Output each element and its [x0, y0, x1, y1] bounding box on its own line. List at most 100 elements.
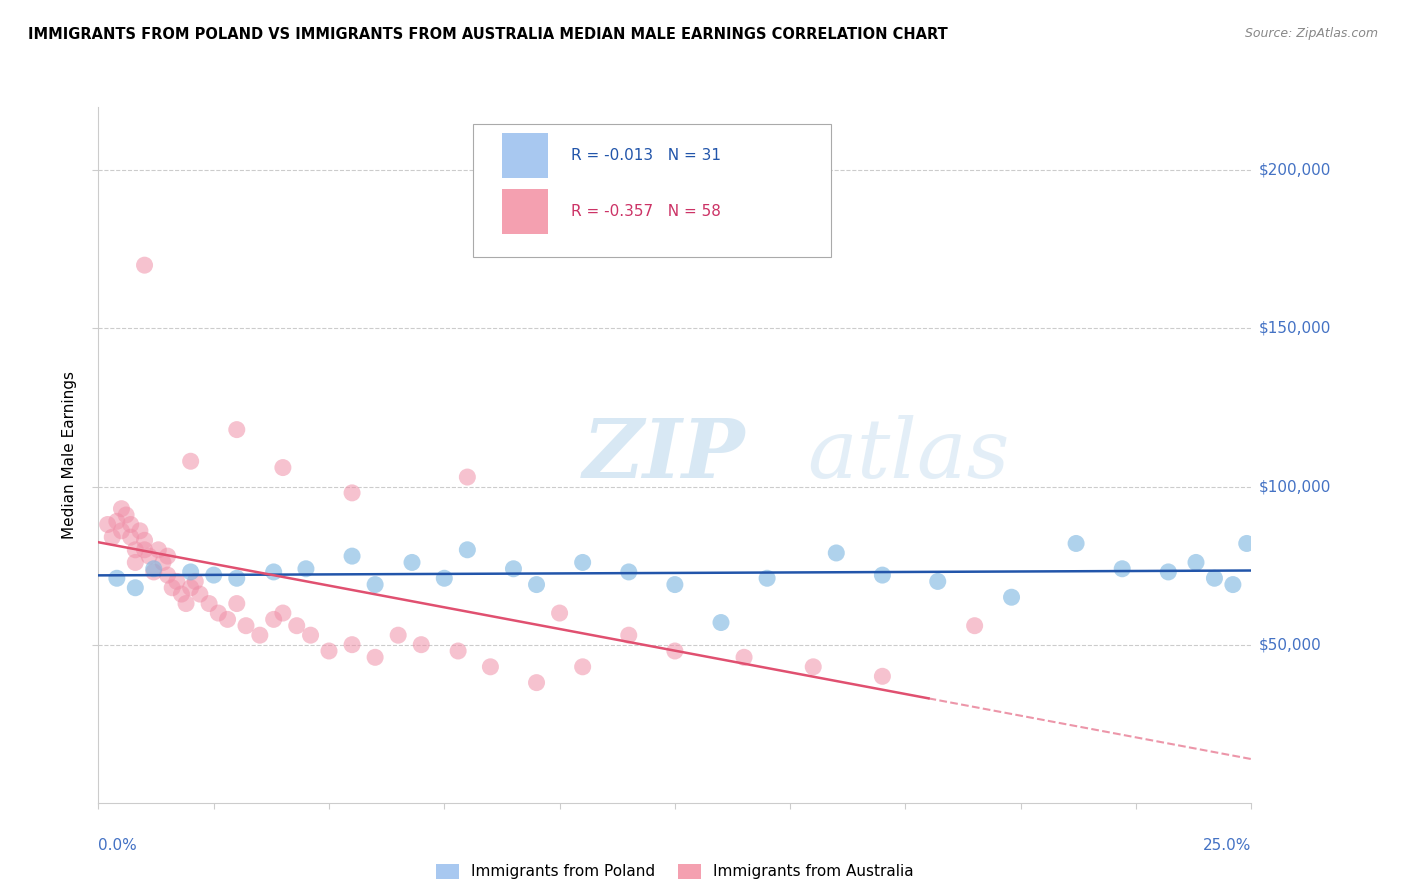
Point [184, 574, 207, 589]
Point [166, 574, 188, 589]
Point [225, 423, 247, 437]
Point [129, 524, 152, 538]
Text: Source: ZipAtlas.com: Source: ZipAtlas.com [1244, 27, 1378, 40]
Point [105, 514, 128, 528]
Point [271, 606, 294, 620]
Point [217, 612, 239, 626]
Point [225, 597, 247, 611]
Point [364, 577, 387, 591]
Point [318, 644, 340, 658]
Text: IMMIGRANTS FROM POLAND VS IMMIGRANTS FROM AUSTRALIA MEDIAN MALE EARNINGS CORRELA: IMMIGRANTS FROM POLAND VS IMMIGRANTS FRO… [28, 27, 948, 42]
Point [120, 530, 142, 544]
Point [456, 470, 478, 484]
Y-axis label: Median Male Earnings: Median Male Earnings [62, 371, 77, 539]
Point [340, 638, 363, 652]
Point [148, 542, 170, 557]
Point [617, 628, 640, 642]
Point [207, 606, 229, 620]
Text: $50,000: $50,000 [1258, 637, 1322, 652]
Point [1236, 536, 1258, 550]
Point [447, 644, 470, 658]
Point [152, 556, 174, 570]
Point [801, 660, 824, 674]
Point [299, 628, 322, 642]
Point [571, 556, 593, 570]
FancyBboxPatch shape [502, 189, 548, 234]
Point [124, 581, 146, 595]
Point [756, 571, 779, 585]
Point [180, 454, 202, 468]
Point [1064, 536, 1087, 550]
Point [142, 565, 165, 579]
Point [617, 565, 640, 579]
Text: atlas: atlas [807, 415, 1010, 495]
Text: R = -0.357   N = 58: R = -0.357 N = 58 [571, 204, 721, 219]
Point [97, 517, 120, 532]
Point [1157, 565, 1180, 579]
Point [156, 568, 179, 582]
Point [526, 577, 548, 591]
FancyBboxPatch shape [502, 133, 548, 178]
Point [1111, 562, 1133, 576]
Point [456, 542, 478, 557]
Point [927, 574, 949, 589]
Text: $100,000: $100,000 [1258, 479, 1330, 494]
Point [249, 628, 271, 642]
Point [235, 618, 257, 632]
Point [142, 562, 165, 576]
Point [134, 533, 156, 548]
Point [202, 568, 225, 582]
Point [872, 568, 894, 582]
Point [479, 660, 502, 674]
Point [115, 508, 138, 522]
Point [174, 597, 197, 611]
Point [110, 501, 132, 516]
Point [548, 606, 571, 620]
Point [387, 628, 409, 642]
Text: 25.0%: 25.0% [1204, 838, 1251, 854]
Point [401, 556, 423, 570]
Point [433, 571, 456, 585]
Text: $200,000: $200,000 [1258, 163, 1330, 178]
Point [138, 549, 160, 563]
Point [295, 562, 318, 576]
Point [101, 530, 124, 544]
FancyBboxPatch shape [472, 124, 831, 257]
Legend: Immigrants from Poland, Immigrants from Australia: Immigrants from Poland, Immigrants from … [430, 857, 920, 886]
Text: ZIP: ZIP [582, 415, 745, 495]
Point [263, 612, 285, 626]
Point [1222, 577, 1244, 591]
Text: R = -0.013   N = 31: R = -0.013 N = 31 [571, 148, 721, 163]
Point [120, 517, 142, 532]
Point [340, 486, 363, 500]
Point [710, 615, 733, 630]
Point [156, 549, 179, 563]
Point [160, 581, 183, 595]
Point [733, 650, 755, 665]
Point [1185, 556, 1208, 570]
Point [872, 669, 894, 683]
Point [571, 660, 593, 674]
Text: $150,000: $150,000 [1258, 321, 1330, 336]
Point [134, 258, 156, 272]
Point [664, 644, 686, 658]
Point [825, 546, 848, 560]
Point [105, 571, 128, 585]
Point [526, 675, 548, 690]
Point [110, 524, 132, 538]
Point [664, 577, 686, 591]
Point [1000, 591, 1022, 605]
Point [271, 460, 294, 475]
Text: 0.0%: 0.0% [98, 838, 138, 854]
Point [225, 571, 247, 585]
Point [124, 542, 146, 557]
Point [285, 618, 308, 632]
Point [411, 638, 433, 652]
Point [1204, 571, 1226, 585]
Point [364, 650, 387, 665]
Point [188, 587, 211, 601]
Point [963, 618, 986, 632]
Point [170, 587, 193, 601]
Point [180, 581, 202, 595]
Point [198, 597, 221, 611]
